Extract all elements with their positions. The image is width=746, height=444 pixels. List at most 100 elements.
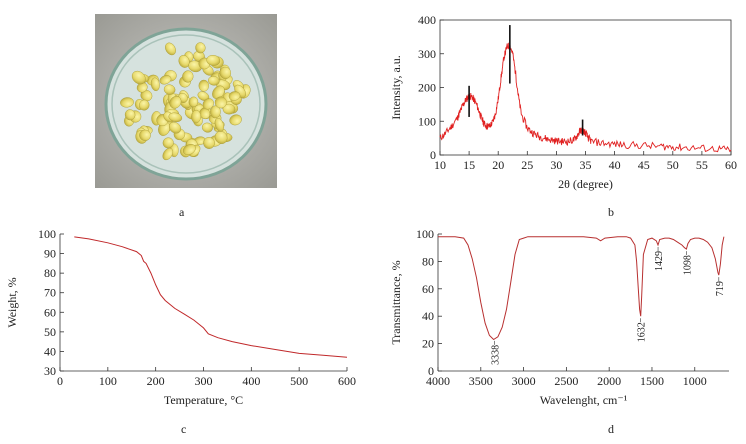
x-tick-label: 3500 [469, 374, 493, 388]
y-tick-label: 60 [422, 282, 434, 296]
pellet [138, 99, 150, 111]
y-tick-label: 300 [418, 47, 436, 61]
pellet [214, 131, 228, 144]
y-tick-label: 200 [418, 81, 436, 95]
pellet [139, 129, 151, 141]
y-tick-label: 20 [422, 337, 434, 351]
pellet [214, 117, 224, 132]
pellet [229, 114, 242, 126]
x-tick-label: 500 [290, 374, 308, 388]
y-tick-label: 60 [44, 305, 56, 319]
peak-annotation: 1429 [654, 251, 665, 271]
pellet [214, 96, 227, 109]
y-axis-label: Weight, % [5, 277, 19, 327]
peak-annotation: 719 [715, 281, 726, 296]
pellet [165, 42, 176, 56]
x-tick-label: 200 [147, 374, 165, 388]
y-axis-label: Intensity, a.u. [389, 55, 403, 120]
x-tick-label: 1000 [683, 374, 707, 388]
y-tick-label: 0 [430, 148, 436, 162]
y-tick-label: 100 [416, 227, 434, 241]
pellet [202, 98, 214, 110]
x-tick-label: 40 [609, 158, 621, 172]
y-tick-label: 90 [44, 247, 56, 261]
pellet [131, 70, 146, 85]
pellet [219, 66, 232, 79]
pellet [191, 109, 202, 124]
pellet [188, 96, 199, 108]
pellet [162, 137, 174, 149]
y-tick-label: 70 [44, 286, 56, 300]
series-line [439, 42, 732, 153]
pellet [169, 96, 182, 109]
pellet [150, 77, 160, 92]
ftir-chart: 4000 3500 3000 2500 2000 1500 1000 0 20 40 60 80 100… [389, 227, 729, 407]
x-axis-label: 2θ (degree) [558, 177, 613, 191]
y-tick-label: 400 [418, 13, 436, 27]
pellet [203, 137, 215, 149]
y-tick-label: 100 [418, 114, 436, 128]
x-tick-label: 55 [696, 158, 708, 172]
x-axis-label: Temperature, °C [164, 393, 243, 407]
pellet [222, 103, 236, 115]
x-tick-label: 45 [638, 158, 650, 172]
x-tick-label: 0 [57, 374, 63, 388]
pellet [198, 79, 210, 92]
pellet [168, 121, 182, 134]
photo-panel [95, 14, 277, 188]
pellet [182, 144, 196, 155]
y-tick-label: 100 [38, 227, 56, 241]
x-tick-label: 2500 [554, 374, 578, 388]
x-axis-label: Wavelenght, cm⁻¹ [540, 393, 628, 407]
x-tick-label: 2000 [597, 374, 621, 388]
x-tick-label: 400 [242, 374, 260, 388]
pellet [195, 42, 206, 54]
pellet [120, 97, 134, 108]
x-tick-label: 50 [667, 158, 679, 172]
x-tick-label: 100 [99, 374, 117, 388]
x-tick-label: 10 [434, 158, 446, 172]
x-tick-label: 1500 [640, 374, 664, 388]
panel-label-c: c [181, 422, 187, 436]
y-tick-label: 80 [422, 254, 434, 268]
pellet [228, 91, 241, 101]
y-tick-label: 30 [44, 364, 56, 378]
panel-label-a: a [179, 205, 185, 219]
pellet [163, 84, 176, 95]
y-tick-label: 0 [428, 364, 434, 378]
x-tick-label: 3000 [512, 374, 536, 388]
peak-annotation: 3338 [491, 345, 502, 365]
tga-chart: 0 100 200 300 400 500 600 30 40 50 60 70 80 90 100 Temp… [5, 227, 356, 407]
x-tick-label: 15 [463, 158, 475, 172]
pellet [178, 55, 190, 68]
x-tick-label: 300 [195, 374, 213, 388]
y-axis-label: Transmittance, % [389, 260, 403, 344]
x-tick-label: 20 [492, 158, 504, 172]
series-line [438, 236, 725, 341]
x-tick-label: 35 [580, 158, 592, 172]
y-tick-label: 50 [44, 325, 56, 339]
pellet [159, 75, 172, 85]
peak-annotation: 1098 [682, 255, 693, 275]
pellet [124, 109, 136, 121]
y-tick-label: 40 [422, 309, 434, 323]
pellet [208, 76, 220, 86]
pellet [168, 112, 183, 123]
pellet [212, 85, 225, 100]
x-tick-label: 30 [550, 158, 562, 172]
pellet [162, 147, 174, 161]
y-tick-label: 40 [44, 344, 56, 358]
peak-annotation: 1632 [637, 322, 648, 342]
x-tick-label: 600 [338, 374, 356, 388]
petri-dish-pellets-photo [95, 14, 277, 188]
x-tick-label: 60 [725, 158, 737, 172]
xrd-chart: 10 15 20 25 30 35 40 45 50 55 60 0 100 200 300 400 2θ (d… [389, 13, 737, 191]
panel-label-d: d [608, 422, 614, 436]
pellets-group [120, 42, 251, 161]
x-tick-label: 25 [521, 158, 533, 172]
y-tick-label: 80 [44, 266, 56, 280]
x-tick-label: 4000 [426, 374, 450, 388]
pellet [206, 54, 221, 66]
series-line [74, 236, 348, 358]
pellet [182, 70, 194, 83]
